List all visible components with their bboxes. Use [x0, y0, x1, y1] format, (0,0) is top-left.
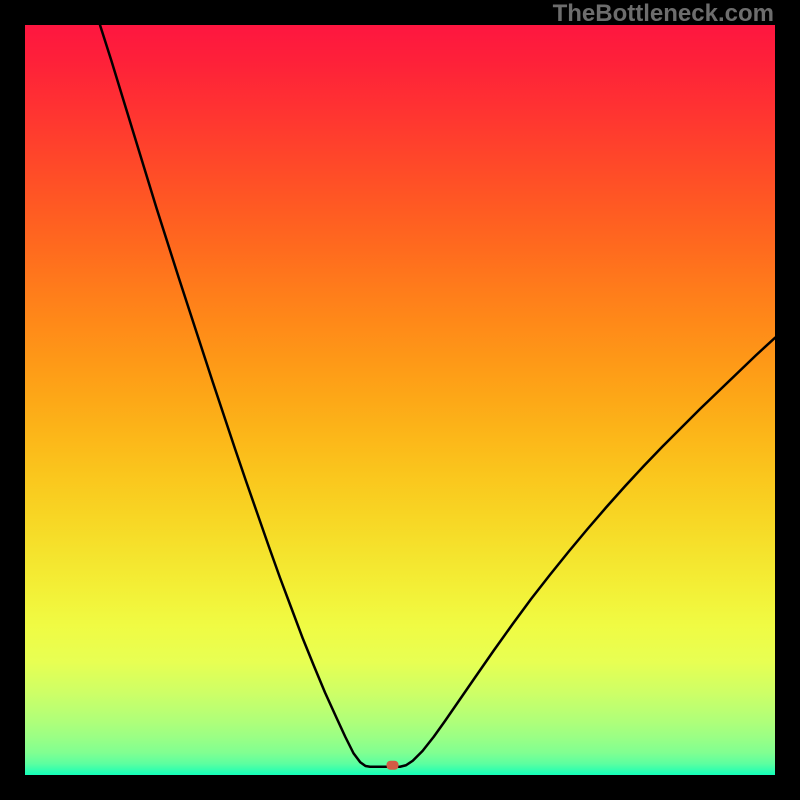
- gradient-background: [25, 25, 775, 775]
- bottleneck-plot: [25, 25, 775, 775]
- optimum-marker: [387, 761, 399, 770]
- watermark-label: TheBottleneck.com: [553, 0, 774, 28]
- chart-frame: TheBottleneck.com: [0, 0, 800, 800]
